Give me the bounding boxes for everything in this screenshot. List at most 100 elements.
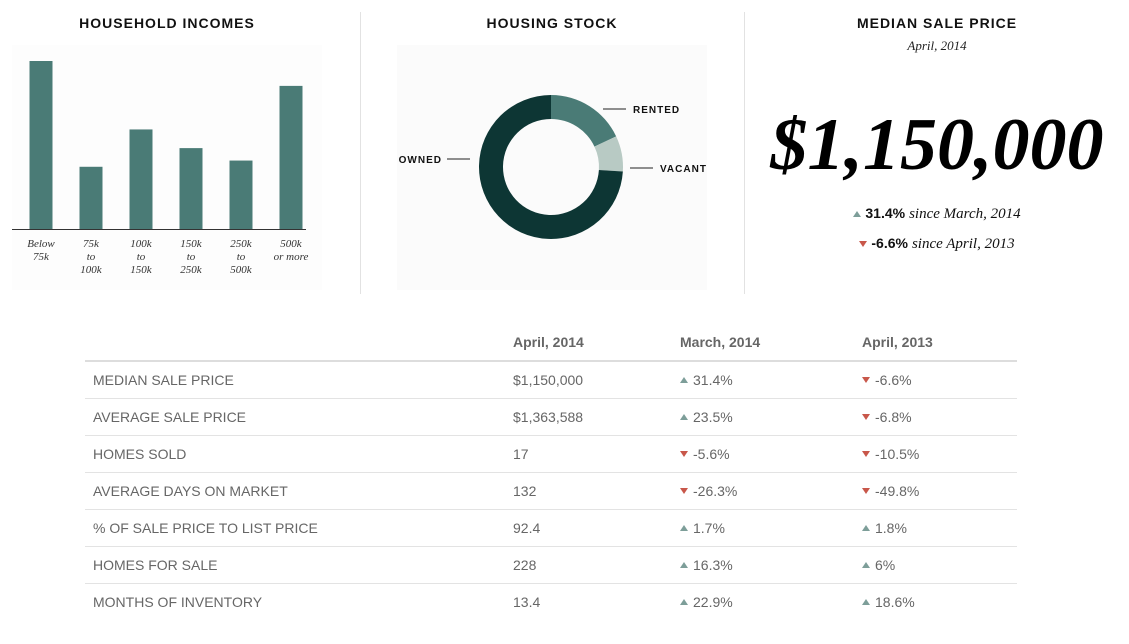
median-date: April, 2014 [907,38,967,53]
row-change: -26.3% [693,483,738,499]
donut-slice [594,136,623,172]
trend-arrow-shape [862,525,870,531]
trend-arrow-shape [853,211,862,217]
trend-arrow-shape [680,414,688,420]
row-rule [85,583,1017,584]
change-value: 31.4% [865,205,906,221]
x-tick-label: 150k to 250k [180,238,202,276]
x-tick-label: Below 75k [27,238,55,263]
donut-slice [551,95,617,147]
trend-arrow-shape [862,451,870,457]
median-title: MEDIAN SALE PRICE [856,15,1018,31]
bar-chart-title: HOUSEHOLD INCOMES [79,15,255,31]
trend-arrow-shape [862,414,870,420]
median-changes: 31.4% since March, 2014 -6.6% since April, … [745,205,1129,265]
x-tick-label: 500k or more [273,238,309,263]
row-change: 16.3% [693,557,733,573]
change-text: 31.4% since March, 2014 [853,205,1021,223]
x-tick-label: 100k to 150k [130,238,152,276]
row-change: -6.8% [875,409,912,425]
trend-arrow-shape [680,599,688,605]
row-rule [85,546,1017,547]
column-header: April, 2014 [513,334,584,350]
change-row: -6.6% since April, 2013 [745,235,1129,265]
trend-arrow [862,377,870,383]
row-change: -49.8% [875,483,920,499]
row-change: 31.4% [693,372,733,388]
bar [29,61,53,229]
change-value: -6.6% [871,235,908,251]
row-label: HOMES SOLD [93,446,187,462]
trend-arrow [680,414,688,420]
column-header: March, 2014 [680,334,761,350]
trend-arrow-shape [862,377,870,383]
bar [229,160,253,229]
row-value: $1,150,000 [513,372,584,388]
trend-arrow [853,211,862,217]
row-rule [85,509,1017,510]
row-change: -5.6% [693,446,730,462]
row-change: -6.6% [875,372,912,388]
trend-arrow [680,525,688,531]
trend-arrow [862,562,870,568]
trend-arrow-shape [859,241,868,247]
row-label: MONTHS OF INVENTORY [93,594,263,610]
divider [360,12,361,294]
bar-panel [12,45,322,290]
row-label: AVERAGE DAYS ON MARKET [93,483,288,499]
donut-slice [479,95,623,239]
header-rule [85,360,1017,362]
trend-arrow-shape [680,525,688,531]
trend-arrow-shape [862,562,870,568]
row-label: % OF SALE PRICE TO LIST PRICE [93,520,318,536]
charts: RENTED VACANT OWNED [12,61,707,239]
x-tick-label: 75k to 100k [80,238,102,276]
row-rule [85,472,1017,473]
slice-label: VACANT [660,164,707,175]
row-rule [85,398,1017,399]
trend-arrow-shape [680,451,688,457]
median-value: $1,150,000 [770,104,1104,186]
row-label: MEDIAN SALE PRICE [93,372,234,388]
row-change: 23.5% [693,409,733,425]
trend-arrow [680,451,688,457]
row-change: 1.8% [875,520,907,536]
row-change: 1.7% [693,520,725,536]
row-change: -10.5% [875,446,920,462]
trend-arrow [862,599,870,605]
row-value: 92.4 [513,520,541,536]
row-value: 228 [513,557,537,573]
trend-arrow [862,414,870,420]
trend-arrow [680,377,688,383]
bar [179,148,203,229]
bar [129,129,153,229]
bar [279,85,303,229]
trend-arrow-shape [862,488,870,494]
change-text: -6.6% since April, 2013 [859,235,1015,253]
donut-title: HOUSING STOCK [486,15,618,31]
row-change: 6% [875,557,896,573]
row-rule [85,435,1017,436]
row-value: $1,363,588 [513,409,584,425]
trend-arrow [680,488,688,494]
change-label: since March, 2014 [909,206,1021,222]
row-value: 13.4 [513,594,541,610]
trend-arrow-shape [680,377,688,383]
change-row: 31.4% since March, 2014 [745,205,1129,235]
divider [744,12,745,294]
bar [79,166,103,229]
trend-arrow-shape [862,599,870,605]
row-value: 17 [513,446,529,462]
trend-arrow-shape [680,488,688,494]
x-tick-label: 250k to 500k [230,238,252,276]
trend-arrow [862,525,870,531]
trend-arrow-shape [680,562,688,568]
trend-arrow [862,451,870,457]
stats-table: April, 2014 March, 2014 April, 2013 MEDIAN … [85,325,1017,625]
trend-arrow [859,241,868,247]
trend-arrow [680,599,688,605]
donut-panel [397,45,707,290]
row-value: 132 [513,483,537,499]
trend-arrow [680,562,688,568]
